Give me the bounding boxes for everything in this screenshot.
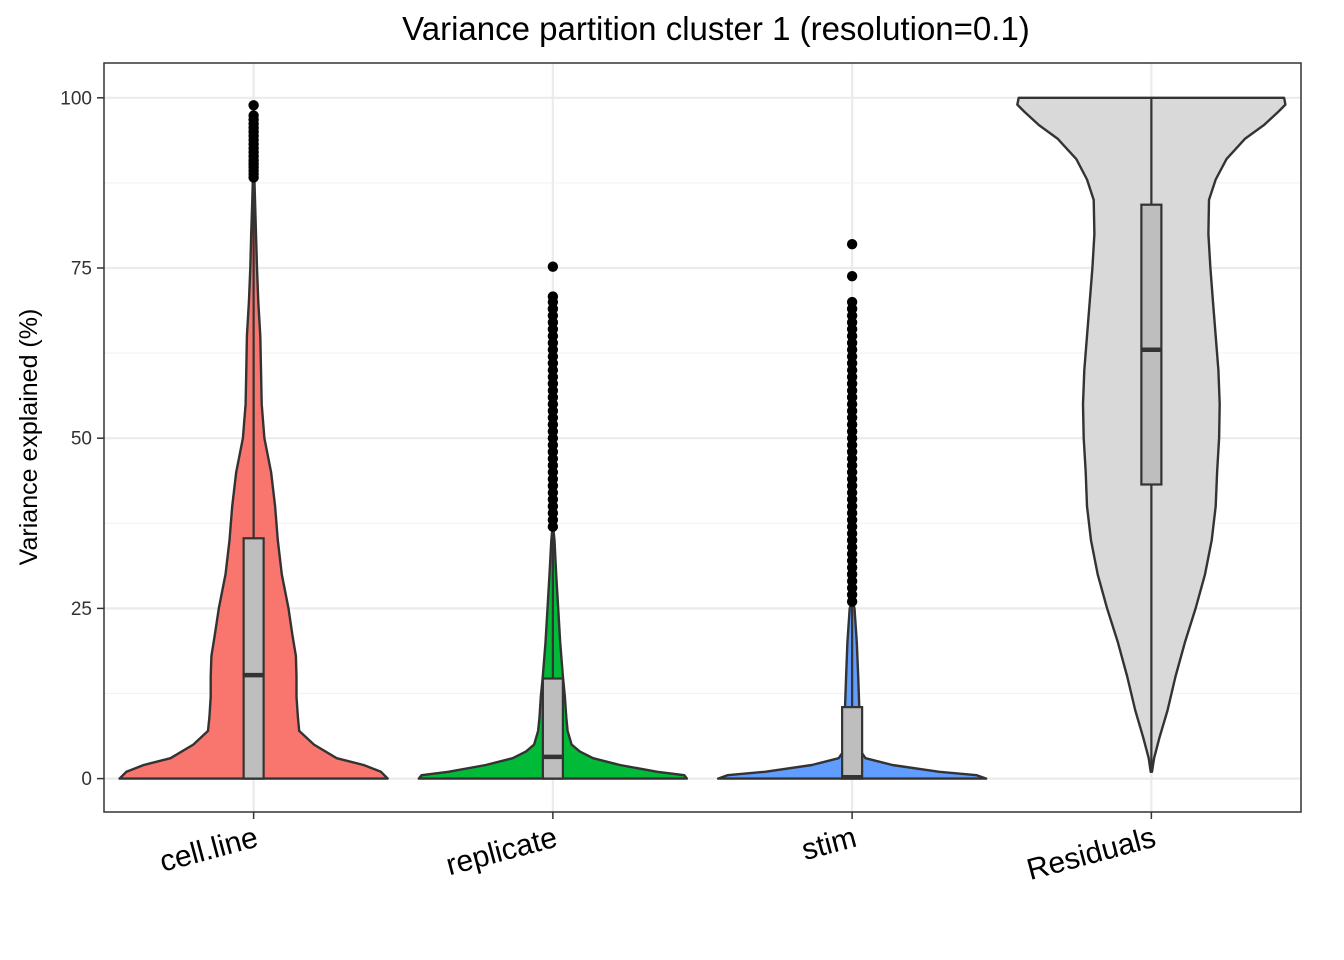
chart-title: Variance partition cluster 1 (resolution… — [402, 10, 1030, 47]
y-tick-label: 25 — [71, 599, 92, 620]
outlier-point — [547, 291, 559, 302]
x-tick-label: stim — [798, 821, 860, 867]
box-iqr — [1140, 203, 1163, 486]
outlier-point — [846, 270, 858, 282]
y-tick-label: 0 — [81, 769, 92, 790]
y-tick-label: 50 — [71, 429, 92, 450]
box-iqr — [541, 677, 564, 780]
box-iqr — [841, 706, 864, 780]
x-tick-label: replicate — [443, 821, 561, 882]
outlier-point — [846, 296, 858, 308]
outlier-point — [248, 110, 259, 121]
outlier-point — [846, 238, 858, 250]
x-tick-label: Residuals — [1023, 821, 1159, 887]
y-axis-label: Variance explained (%) — [15, 309, 43, 566]
outlier-point — [248, 100, 259, 111]
outlier-point — [547, 261, 559, 272]
violins — [118, 96, 1287, 780]
box-iqr — [242, 537, 265, 780]
y-tick-label: 100 — [60, 88, 92, 109]
x-tick-label: cell.line — [156, 821, 261, 879]
y-tick-label: 75 — [71, 259, 92, 280]
